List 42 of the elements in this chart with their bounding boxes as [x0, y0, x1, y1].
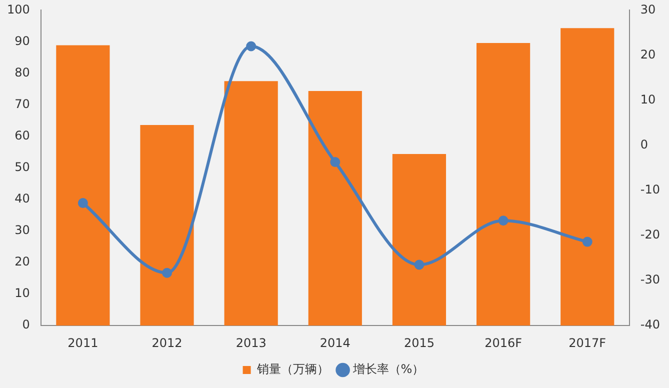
y2-tick-label: 10 — [640, 92, 656, 106]
y-tick-label: 50 — [14, 160, 30, 174]
y-tick-label: 0 — [22, 318, 30, 332]
x-tick-label: 2013 — [236, 336, 266, 350]
x-tick-label: 2016F — [484, 336, 522, 350]
y-tick-label: 70 — [14, 96, 30, 111]
y-tick-label: 10 — [14, 286, 30, 300]
bar — [392, 154, 446, 326]
legend-label: 销量（万辆） — [256, 362, 329, 376]
bar — [560, 28, 614, 326]
bar — [224, 81, 278, 326]
y-tick-label: 40 — [14, 192, 30, 206]
y2-tick-label: -40 — [640, 318, 660, 332]
bar — [308, 90, 362, 326]
legend-label: 增长率（%） — [352, 362, 424, 376]
x-tick-label: 2014 — [320, 336, 350, 350]
x-tick-label: 2012 — [152, 336, 182, 350]
y2-tick-label: -30 — [640, 272, 660, 287]
y2-tick-label: 20 — [640, 47, 656, 62]
y2-tick-label: -10 — [640, 182, 660, 197]
point — [414, 260, 424, 270]
x-tick-label: 2017F — [568, 336, 606, 350]
point — [78, 198, 88, 208]
bar — [56, 45, 110, 326]
y2-tick-label: 30 — [640, 2, 656, 16]
y-tick-label: 20 — [14, 254, 30, 269]
x-tick-label: 2011 — [68, 336, 98, 350]
y-tick-label: 80 — [14, 65, 30, 80]
y2-tick-label: -20 — [640, 228, 660, 242]
point — [498, 216, 508, 226]
point — [162, 268, 172, 278]
bar — [476, 43, 530, 326]
y-tick-label: 60 — [14, 128, 30, 142]
y2-tick-label: 0 — [640, 137, 648, 152]
point — [330, 157, 340, 168]
bar — [140, 125, 194, 326]
y-tick-label: 100 — [7, 2, 30, 16]
y-tick-label: 90 — [14, 34, 30, 48]
y-tick-label: 30 — [14, 223, 30, 238]
x-tick-label: 2015 — [404, 336, 434, 350]
point — [582, 236, 592, 247]
point — [246, 41, 256, 52]
